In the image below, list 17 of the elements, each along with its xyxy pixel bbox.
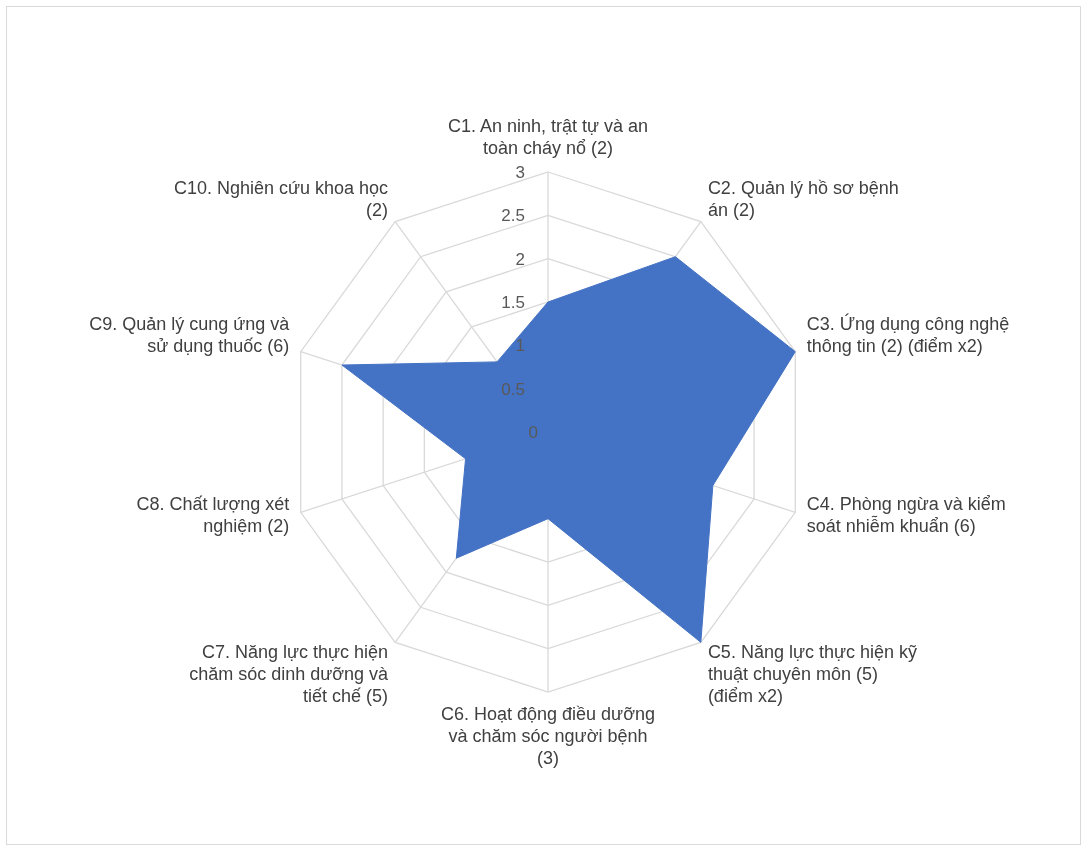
spoke-label: C9. Quản lý cung ứng và sử dụng thuốc (6) (89, 313, 291, 356)
spoke-label: C8. Chất lượng xét nghiệm (2) (136, 494, 290, 537)
spoke-label: C4. Phòng ngừa và kiểm soát nhiễm khuẩn (6) (806, 494, 1006, 537)
spoke-label: C6. Hoạt động điều dưỡng và chăm sóc người bệnh (3) (441, 704, 655, 768)
y-tick-label: 3 (515, 163, 525, 182)
y-tick-label: 0 (528, 423, 538, 442)
spoke-label: C7. Năng lực thực hiện chăm sóc dinh dưỡng và tiết chế (5) (189, 642, 390, 707)
spoke-label: C1. An ninh, trật tự và an toàn cháy nổ (2) (447, 116, 649, 158)
y-tick-label: 1.5 (501, 293, 525, 312)
spoke-label: C2. Quản lý hồ sơ bệnh án (2) (707, 177, 899, 220)
spoke-label: C3. Ứng dụng công nghệ thông tin (2) (điểm x2) (806, 312, 1010, 356)
spoke-label: C10. Nghiên cứu khoa học (2) (173, 177, 389, 220)
y-tick-label: 0.5 (501, 379, 525, 399)
y-tick-label: 2 (515, 249, 525, 269)
y-tick-label: 2.5 (501, 206, 525, 226)
y-tick-label: 1 (515, 336, 525, 356)
spoke-label: C5. Năng lực thực hiện kỹ thuật chuyên môn (5) (điểm x2) (707, 642, 918, 707)
